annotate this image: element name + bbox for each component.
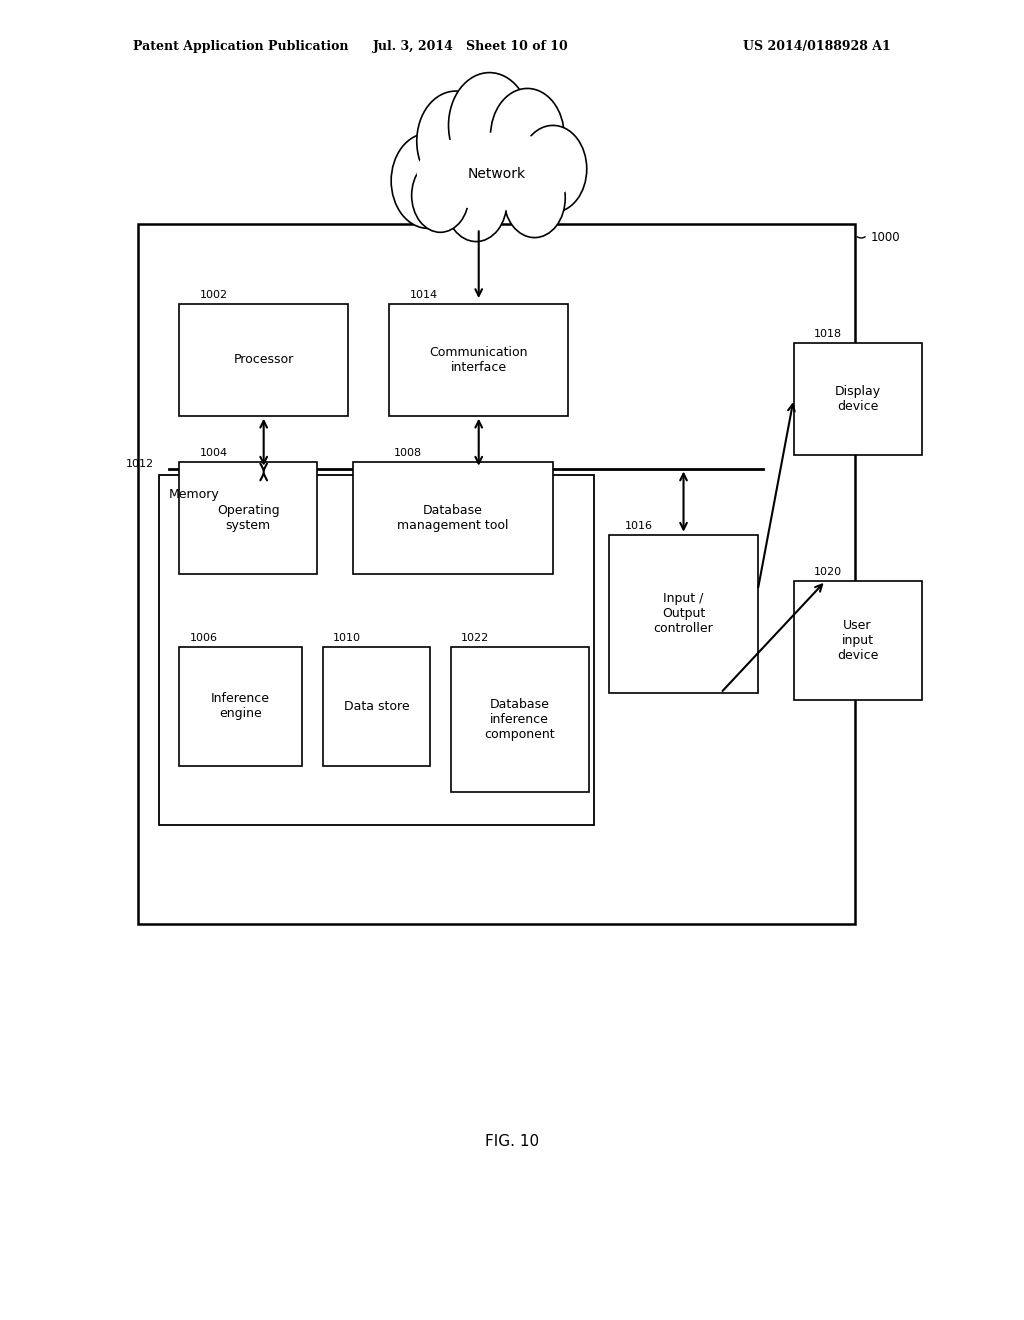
Text: 1012: 1012 (126, 458, 154, 469)
Circle shape (417, 91, 495, 191)
Text: Processor: Processor (233, 354, 294, 366)
Circle shape (445, 162, 507, 242)
Text: Operating
system: Operating system (217, 504, 280, 532)
Text: 1002: 1002 (200, 289, 227, 300)
Text: Patent Application Publication: Patent Application Publication (133, 40, 348, 53)
FancyBboxPatch shape (353, 462, 553, 574)
Text: 1000: 1000 (870, 231, 900, 244)
Text: Inference
engine: Inference engine (211, 692, 270, 721)
Text: Communication
interface: Communication interface (429, 346, 528, 374)
Text: Database
inference
component: Database inference component (484, 698, 555, 741)
FancyBboxPatch shape (794, 581, 922, 700)
Text: 1006: 1006 (189, 632, 217, 643)
Text: Network: Network (468, 168, 525, 181)
FancyBboxPatch shape (451, 647, 589, 792)
Text: 1018: 1018 (814, 329, 842, 339)
FancyBboxPatch shape (389, 304, 568, 416)
Circle shape (519, 125, 587, 213)
Text: Display
device: Display device (835, 385, 881, 413)
Circle shape (504, 158, 565, 238)
FancyBboxPatch shape (323, 647, 430, 766)
Text: 1004: 1004 (200, 447, 227, 458)
FancyBboxPatch shape (179, 462, 317, 574)
FancyBboxPatch shape (794, 343, 922, 455)
FancyBboxPatch shape (179, 647, 302, 766)
Text: 1016: 1016 (625, 520, 652, 531)
Text: Jul. 3, 2014   Sheet 10 of 10: Jul. 3, 2014 Sheet 10 of 10 (373, 40, 569, 53)
Text: 1014: 1014 (410, 289, 437, 300)
FancyBboxPatch shape (159, 475, 594, 825)
Circle shape (449, 73, 530, 178)
Text: 1022: 1022 (461, 632, 489, 643)
Text: Input /
Output
controller: Input / Output controller (653, 593, 714, 635)
Text: 1010: 1010 (333, 632, 360, 643)
Text: 1020: 1020 (814, 566, 842, 577)
Circle shape (412, 158, 469, 232)
FancyBboxPatch shape (609, 535, 758, 693)
Text: Data store: Data store (343, 700, 410, 713)
Text: User
input
device: User input device (837, 619, 879, 661)
Text: 1008: 1008 (394, 447, 422, 458)
Text: Memory: Memory (169, 488, 220, 502)
FancyBboxPatch shape (138, 224, 855, 924)
Text: FIG. 10: FIG. 10 (485, 1134, 539, 1150)
FancyBboxPatch shape (179, 304, 348, 416)
Circle shape (490, 88, 564, 183)
Text: US 2014/0188928 A1: US 2014/0188928 A1 (743, 40, 891, 53)
Circle shape (391, 133, 465, 228)
Ellipse shape (418, 133, 575, 210)
Text: Database
management tool: Database management tool (397, 504, 509, 532)
